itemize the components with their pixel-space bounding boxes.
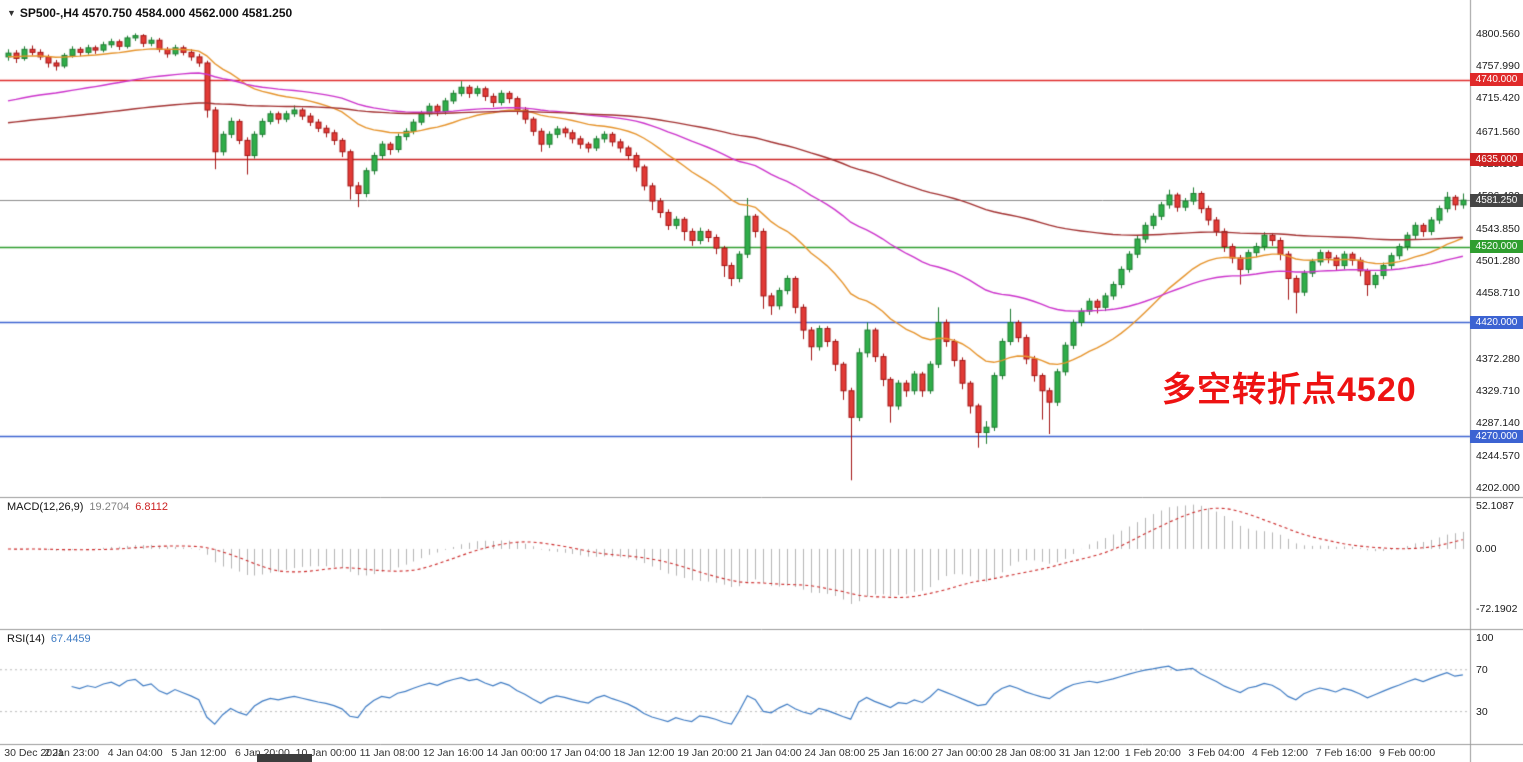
symbol-info-text: SP500-,H4 4570.750 4584.000 4562.000 458… <box>19 6 293 20</box>
time-axis-label: 12 Jan 16:00 <box>422 747 484 759</box>
time-axis-label: 18 Jan 12:00 <box>613 747 675 759</box>
price-tick-label: 4501.280 <box>1476 254 1520 267</box>
hline-price-tag[interactable]: 4270.000 <box>1470 429 1523 443</box>
time-axis-label: 21 Jan 04:00 <box>740 747 802 759</box>
price-tick-label: 4329.710 <box>1476 384 1520 397</box>
h-scrollbar-thumb[interactable] <box>257 754 312 762</box>
time-axis-label: 30 Dec 2021 <box>4 747 64 759</box>
rsi-name: RSI(14) <box>7 633 45 645</box>
hline-price-tag[interactable]: 4520.000 <box>1470 240 1523 254</box>
time-axis-label: 19 Jan 20:00 <box>677 747 738 759</box>
rsi-axis-label: 100 <box>1476 632 1494 645</box>
price-tick-label: 4800.560 <box>1476 27 1520 40</box>
macd-name: MACD(12,26,9) <box>7 501 84 513</box>
rsi-axis-label: 70 <box>1476 663 1488 676</box>
hline-price-tag[interactable]: 4740.000 <box>1470 73 1523 87</box>
symbol-info: ▼ SP500-,H4 4570.750 4584.000 4562.000 45… <box>7 6 292 20</box>
price-tick-label: 4458.710 <box>1476 287 1520 300</box>
macd-signal-value: 6.8112 <box>135 501 169 513</box>
time-axis-label: 1 Feb 20:00 <box>1124 747 1181 759</box>
time-axis-label: 27 Jan 00:00 <box>931 747 993 759</box>
macd-axis-label: 52.1087 <box>1476 499 1514 512</box>
rsi-value: 67.4459 <box>50 633 91 645</box>
time-axis-label: 14 Jan 00:00 <box>486 747 548 759</box>
macd-indicator-label: MACD(12,26,9) 19.2704 6.8112 <box>7 501 168 513</box>
macd-main-value: 19.2704 <box>89 501 130 513</box>
time-axis-label: 4 Jan 04:00 <box>107 747 163 759</box>
macd-axis-label: 0.00 <box>1476 542 1497 555</box>
price-tick-label: 4202.000 <box>1476 481 1520 494</box>
time-axis-label: 31 Jan 12:00 <box>1058 747 1120 759</box>
time-axis-label: 24 Jan 08:00 <box>804 747 866 759</box>
time-axis-label: 9 Feb 00:00 <box>1379 747 1436 759</box>
time-axis-label: 25 Jan 16:00 <box>868 747 929 759</box>
current-price-tag: 4581.250 <box>1470 193 1523 207</box>
time-axis-label: 3 Feb 04:00 <box>1188 747 1245 759</box>
macd-axis-label: -72.1902 <box>1476 603 1518 616</box>
time-axis-label: 7 Feb 16:00 <box>1315 747 1372 759</box>
price-tick-label: 4671.560 <box>1476 125 1520 138</box>
chart-dropdown-icon[interactable]: ▼ <box>7 8 16 18</box>
time-axis-label: 11 Jan 08:00 <box>359 747 420 759</box>
price-tick-label: 4372.280 <box>1476 352 1520 365</box>
time-axis-label: 5 Jan 12:00 <box>171 747 227 759</box>
price-tick-label: 4244.570 <box>1476 449 1520 462</box>
time-axis-label: 4 Feb 12:00 <box>1251 747 1309 759</box>
hline-price-tag[interactable]: 4635.000 <box>1470 152 1523 166</box>
price-tick-label: 4287.140 <box>1476 417 1520 430</box>
rsi-axis-label: 30 <box>1476 705 1488 718</box>
price-tick-label: 4715.420 <box>1476 92 1520 105</box>
time-axis-label: 28 Jan 08:00 <box>995 747 1056 759</box>
time-axis-label: 17 Jan 04:00 <box>550 747 611 759</box>
price-tick-label: 4757.990 <box>1476 60 1520 73</box>
chart-text-annotation: 多空转折点4520 <box>1162 371 1417 409</box>
rsi-indicator-label: RSI(14) 67.4459 <box>7 633 91 645</box>
time-axis-label: 2 Jan 23:00 <box>44 747 100 759</box>
hline-price-tag[interactable]: 4420.000 <box>1470 315 1523 329</box>
price-tick-label: 4543.850 <box>1476 222 1520 235</box>
